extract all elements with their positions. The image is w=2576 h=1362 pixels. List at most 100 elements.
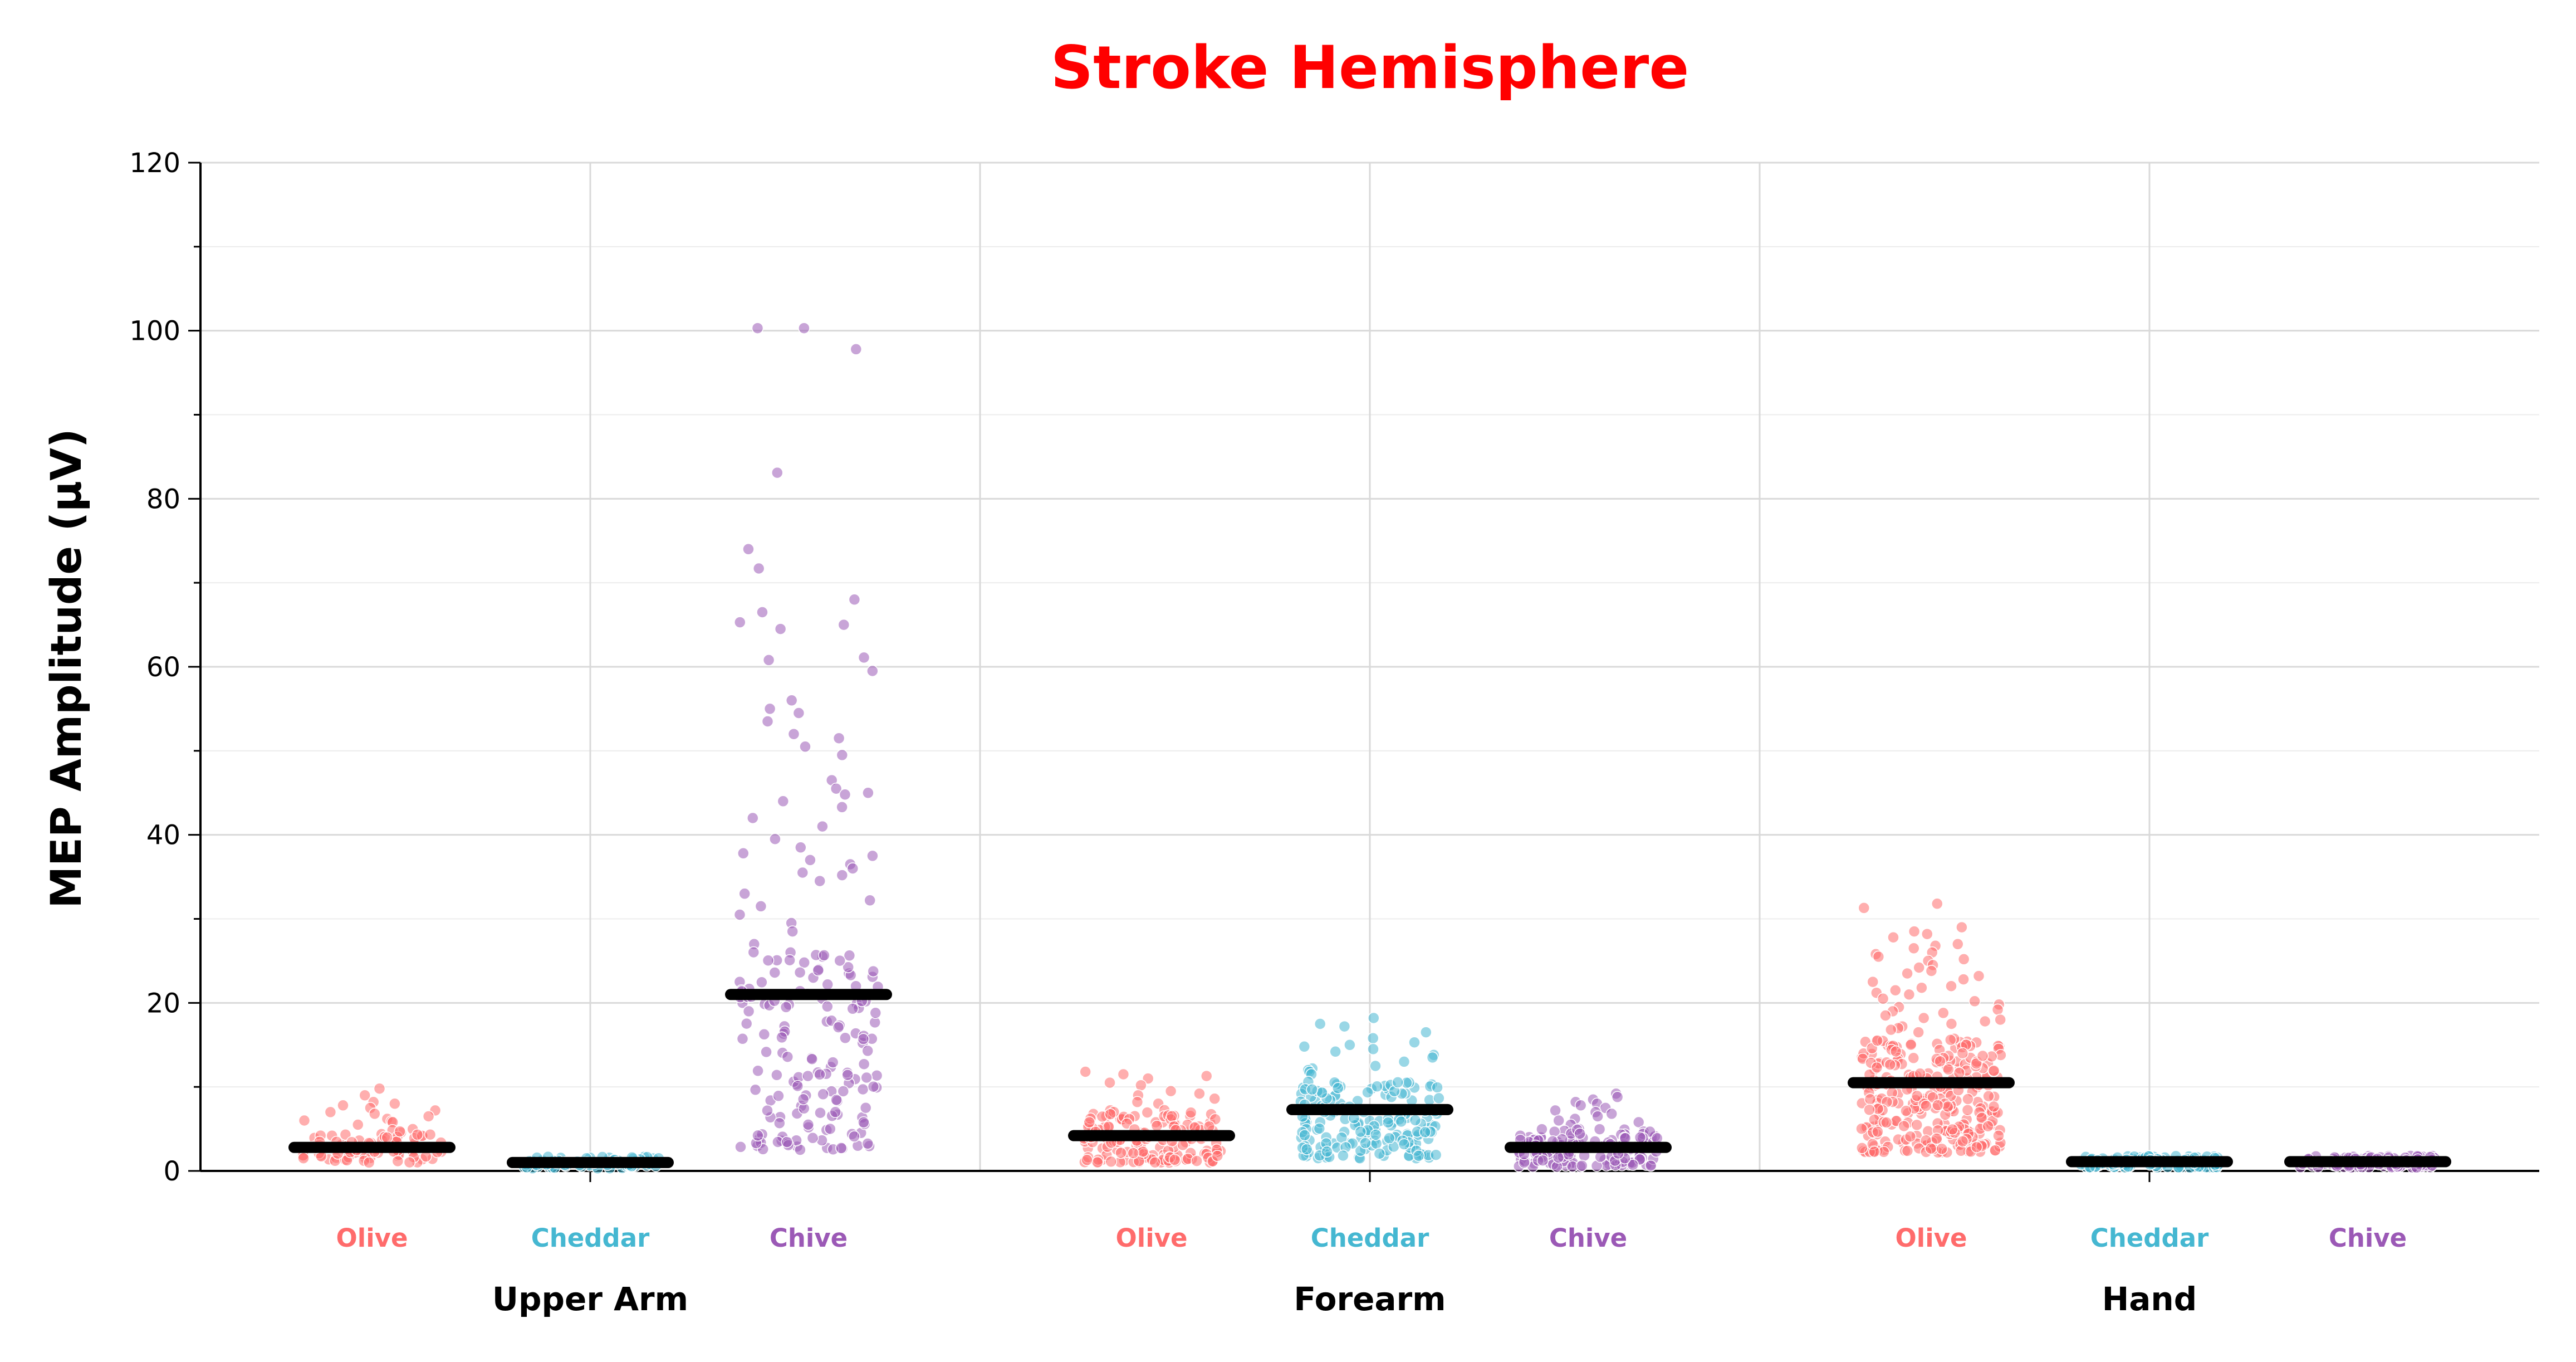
data-point xyxy=(848,1130,860,1143)
data-point xyxy=(747,946,760,959)
data-point xyxy=(787,728,800,740)
data-point xyxy=(1368,1012,1380,1024)
group-upper-arm: Upper Arm Olive Cheddar Chive xyxy=(288,322,892,1318)
data-point xyxy=(1917,1012,1930,1024)
data-point xyxy=(1855,1122,1868,1135)
data-point xyxy=(780,1001,792,1013)
data-point xyxy=(1081,1154,1093,1166)
data-point xyxy=(1994,1013,2006,1026)
data-point xyxy=(1991,1003,2004,1016)
series-cheddar: Cheddar xyxy=(2066,1150,2233,1253)
data-point xyxy=(773,1117,786,1129)
data-point xyxy=(798,956,810,969)
chart-title: Stroke Hemisphere xyxy=(1051,33,1689,102)
data-point xyxy=(1632,1116,1645,1129)
data-point xyxy=(1373,1148,1386,1160)
data-point xyxy=(324,1106,337,1119)
data-point xyxy=(758,1028,771,1041)
data-point xyxy=(1131,1096,1144,1109)
data-point xyxy=(777,795,790,808)
series-olive: Olive xyxy=(288,1082,456,1253)
data-point xyxy=(337,1099,349,1112)
data-point xyxy=(814,875,826,887)
data-point xyxy=(1332,1082,1344,1095)
data-point xyxy=(861,1044,874,1057)
data-point xyxy=(1408,1036,1421,1048)
data-point xyxy=(796,866,809,879)
data-point xyxy=(1552,1151,1565,1164)
group-label: Forearm xyxy=(1294,1280,1446,1318)
data-point xyxy=(1208,1092,1221,1105)
data-point xyxy=(798,322,810,334)
data-point xyxy=(1871,1034,1884,1047)
data-point xyxy=(1337,1149,1349,1162)
data-point xyxy=(1932,1099,1944,1111)
series-cheddar: Cheddar xyxy=(507,1150,674,1253)
data-point xyxy=(1191,1155,1203,1167)
y-tick-label: 80 xyxy=(146,484,180,515)
data-point xyxy=(848,593,861,606)
data-point xyxy=(738,887,751,900)
data-point xyxy=(394,1125,406,1138)
data-point xyxy=(797,1093,810,1106)
data-point xyxy=(1885,1023,1897,1036)
data-point xyxy=(1398,1056,1411,1068)
data-point xyxy=(1338,1020,1351,1033)
data-point xyxy=(841,1068,854,1081)
data-point xyxy=(781,1051,794,1063)
data-point xyxy=(1605,1107,1618,1120)
data-point xyxy=(1901,967,1913,980)
y-tick-label: 60 xyxy=(146,652,180,683)
data-point xyxy=(1868,1145,1880,1158)
data-point xyxy=(1945,980,1957,992)
data-point xyxy=(1576,1159,1588,1172)
data-point xyxy=(1887,931,1899,944)
data-point xyxy=(1911,1119,1923,1131)
data-point xyxy=(422,1110,435,1122)
data-point xyxy=(1184,1106,1197,1119)
data-point xyxy=(1429,1149,1442,1161)
data-point xyxy=(1884,1058,1897,1071)
data-point xyxy=(1987,1100,2000,1113)
data-point xyxy=(1536,1154,1549,1166)
data-point xyxy=(1934,1055,1946,1067)
data-point xyxy=(771,1069,783,1081)
data-point xyxy=(1908,942,1920,955)
data-point xyxy=(1889,1045,1902,1058)
data-point xyxy=(1952,938,1964,950)
data-point xyxy=(866,665,879,677)
data-point xyxy=(1314,1018,1326,1030)
data-point xyxy=(761,1104,773,1117)
data-point xyxy=(864,894,876,907)
data-point xyxy=(866,850,879,862)
data-point xyxy=(869,1007,882,1019)
category-label: Cheddar xyxy=(531,1223,650,1253)
data-point xyxy=(1961,1104,1974,1116)
data-point xyxy=(1872,950,1885,963)
data-point xyxy=(1968,995,1981,1008)
data-point xyxy=(1329,1046,1341,1058)
data-point xyxy=(1956,921,1968,934)
group-label: Hand xyxy=(2102,1280,2197,1318)
data-point xyxy=(761,715,774,728)
category-label: Olive xyxy=(1896,1223,1967,1253)
data-point xyxy=(1945,1033,1957,1046)
data-point xyxy=(1904,1130,1917,1143)
data-point xyxy=(1419,1126,1431,1139)
data-point xyxy=(771,466,783,479)
data-point xyxy=(1149,1156,1161,1169)
data-point xyxy=(804,854,816,866)
data-point xyxy=(1971,1141,1983,1153)
data-point xyxy=(736,1033,749,1045)
data-point xyxy=(1864,1093,1877,1105)
data-point xyxy=(1392,1076,1404,1088)
data-point xyxy=(821,1000,834,1013)
category-label: Cheddar xyxy=(2090,1223,2209,1253)
group-hand: Hand Olive Cheddar Chive xyxy=(1848,897,2451,1318)
data-point xyxy=(298,1114,311,1127)
data-point xyxy=(836,869,849,881)
data-point xyxy=(1856,1142,1868,1154)
data-point xyxy=(760,1046,772,1058)
data-point xyxy=(832,732,845,744)
